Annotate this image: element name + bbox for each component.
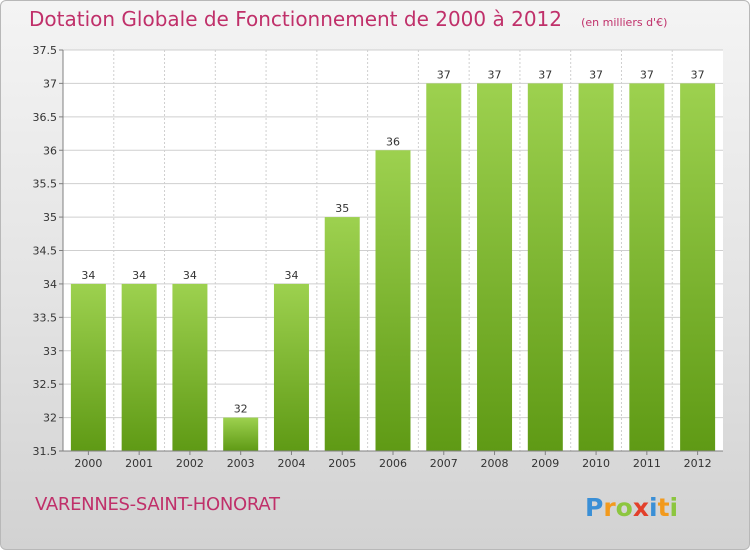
bar — [629, 83, 665, 452]
y-tick-label: 37 — [43, 77, 57, 90]
y-tick-label: 33 — [43, 345, 57, 358]
x-tick-label: 2007 — [430, 457, 458, 470]
chart-unit: (en milliers d'€) — [581, 16, 668, 29]
y-tick-label: 35.5 — [33, 178, 58, 191]
x-tick-label: 2012 — [684, 457, 712, 470]
chart-title: Dotation Globale de Fonctionnement de 20… — [29, 7, 562, 31]
data-label: 37 — [691, 68, 705, 81]
bar — [273, 283, 309, 451]
y-tick-label: 34.5 — [33, 245, 58, 258]
x-tick-label: 2008 — [481, 457, 509, 470]
axes: 31.5 32 32.5 33 33.5 34 34.5 35 35.5 36 36.5 37 37.5… — [33, 44, 723, 470]
x-tick-label: 2003 — [227, 457, 255, 470]
y-tick-label: 31.5 — [33, 445, 58, 458]
y-tick-label: 33.5 — [33, 311, 58, 324]
bar — [527, 83, 563, 452]
data-label: 37 — [589, 68, 603, 81]
commune-name: VARENNES-SAINT-HONORAT — [35, 494, 280, 515]
bar — [477, 83, 513, 452]
y-tick-label: 37.5 — [33, 44, 58, 57]
data-label: 37 — [488, 68, 502, 81]
x-tick-label: 2006 — [379, 457, 407, 470]
data-label: 34 — [81, 269, 95, 282]
data-label: 34 — [284, 269, 298, 282]
data-label: 36 — [386, 135, 400, 148]
bar — [70, 283, 106, 451]
bar — [578, 83, 614, 452]
chart-header: Dotation Globale de Fonctionnement de 20… — [29, 7, 667, 31]
data-label: 37 — [538, 68, 552, 81]
y-tick-label: 34 — [43, 278, 57, 291]
x-tick-label: 2009 — [531, 457, 559, 470]
bar — [172, 283, 208, 451]
x-tick-label: 2000 — [74, 457, 102, 470]
y-tick-label: 32.5 — [33, 378, 58, 391]
data-label: 37 — [437, 68, 451, 81]
svg-text:Proxiti: Proxiti — [585, 493, 678, 522]
bar — [223, 417, 259, 451]
x-tick-label: 2001 — [125, 457, 153, 470]
x-tick-label: 2004 — [277, 457, 305, 470]
data-labels: 34 34 34 32 34 35 36 37 37 37 37 37 37 — [81, 68, 704, 415]
y-tick-label: 36.5 — [33, 111, 58, 124]
data-label: 37 — [640, 68, 654, 81]
bar — [680, 83, 716, 452]
bar — [426, 83, 462, 452]
y-tick-label: 36 — [43, 144, 57, 157]
bar — [324, 217, 360, 451]
data-label: 32 — [234, 403, 248, 416]
x-tick-label: 2005 — [328, 457, 356, 470]
bars — [70, 83, 716, 452]
data-label: 34 — [132, 269, 146, 282]
bar — [375, 150, 411, 451]
x-tick-label: 2010 — [582, 457, 610, 470]
data-label: 35 — [335, 202, 349, 215]
y-tick-label: 35 — [43, 211, 57, 224]
bar — [121, 283, 157, 451]
x-tick-label: 2002 — [176, 457, 204, 470]
y-tick-label: 32 — [43, 412, 57, 425]
proxiti-logo: Proxiti — [585, 493, 678, 522]
data-label: 34 — [183, 269, 197, 282]
x-tick-label: 2011 — [633, 457, 661, 470]
